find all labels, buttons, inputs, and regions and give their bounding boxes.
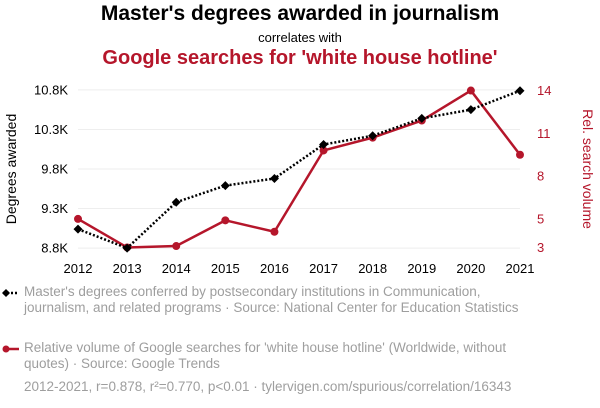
chart-title: Master's degrees awarded in journalism — [100, 2, 500, 25]
legend-swatch-degrees-marker — [2, 289, 10, 297]
series-searches-line — [77, 89, 521, 249]
series-degrees-point — [319, 139, 329, 149]
y-right-tick-label: 11 — [537, 126, 551, 141]
series-searches-point — [319, 146, 328, 155]
y-right-tick-label: 3 — [537, 240, 544, 255]
series-degrees-point — [122, 243, 132, 253]
y-right-tick-label: 14 — [537, 83, 551, 98]
x-tick-label: 2020 — [456, 261, 485, 276]
series-degrees-point — [368, 131, 378, 141]
axes: 8.8K 9.3K 9.8K 10.3K 10.8K 3 5 8 11 14 2012 2013 201… — [3, 82, 596, 276]
y-right-tick-label: 8 — [537, 169, 544, 184]
series-searches-point — [74, 214, 82, 223]
x-tick-label: 2014 — [162, 261, 191, 276]
x-tick-label: 2019 — [407, 261, 436, 276]
series-degrees-point — [220, 181, 230, 191]
chart-subtitle: correlates with — [258, 30, 342, 45]
y-left-tick-label: 8.8K — [41, 241, 68, 256]
series-searches-point — [270, 227, 279, 236]
series-degrees-point — [466, 105, 476, 115]
x-tick-label: 2015 — [211, 261, 240, 276]
y-right-axis-title: Rel. search volume — [580, 109, 596, 229]
legend-markers — [2, 289, 19, 353]
legend-swatch-searches-marker — [2, 345, 10, 353]
x-tick-label: 2017 — [309, 261, 338, 276]
series-degrees-point — [515, 86, 525, 96]
y-right-tick-label: 5 — [537, 211, 544, 226]
y-left-tick-label: 9.3K — [41, 201, 68, 216]
series-searches-point — [221, 216, 230, 225]
series — [73, 86, 525, 253]
chart-title-secondary: Google searches for 'white house hotline… — [102, 47, 498, 69]
series-searches-point — [172, 242, 181, 251]
series-degrees-point — [73, 224, 83, 234]
y-left-tick-label: 9.8K — [41, 162, 68, 177]
x-tick-label: 2021 — [506, 261, 535, 276]
series-searches-point — [516, 150, 524, 159]
x-tick-label: 2012 — [64, 261, 93, 276]
x-tick-label: 2018 — [358, 261, 387, 276]
legend-text-searches: Relative volume of Google searches for '… — [24, 340, 507, 371]
series-degrees-point — [171, 197, 181, 207]
y-left-tick-label: 10.8K — [34, 82, 68, 97]
legend-text-degrees: Master's degrees conferred by postsecond… — [24, 284, 519, 315]
y-left-tick-label: 10.3K — [34, 122, 68, 137]
series-degrees-point — [417, 113, 427, 123]
series-degrees-point — [269, 173, 279, 183]
footer-stats: 2012-2021, r=0.878, r²=0.770, p<0.01 · t… — [24, 379, 512, 394]
y-left-axis-title: Degrees awarded — [3, 114, 19, 225]
x-tick-label: 2013 — [113, 261, 142, 276]
x-tick-label: 2016 — [260, 261, 289, 276]
series-searches-point — [466, 86, 475, 95]
grid-lines — [78, 89, 520, 249]
